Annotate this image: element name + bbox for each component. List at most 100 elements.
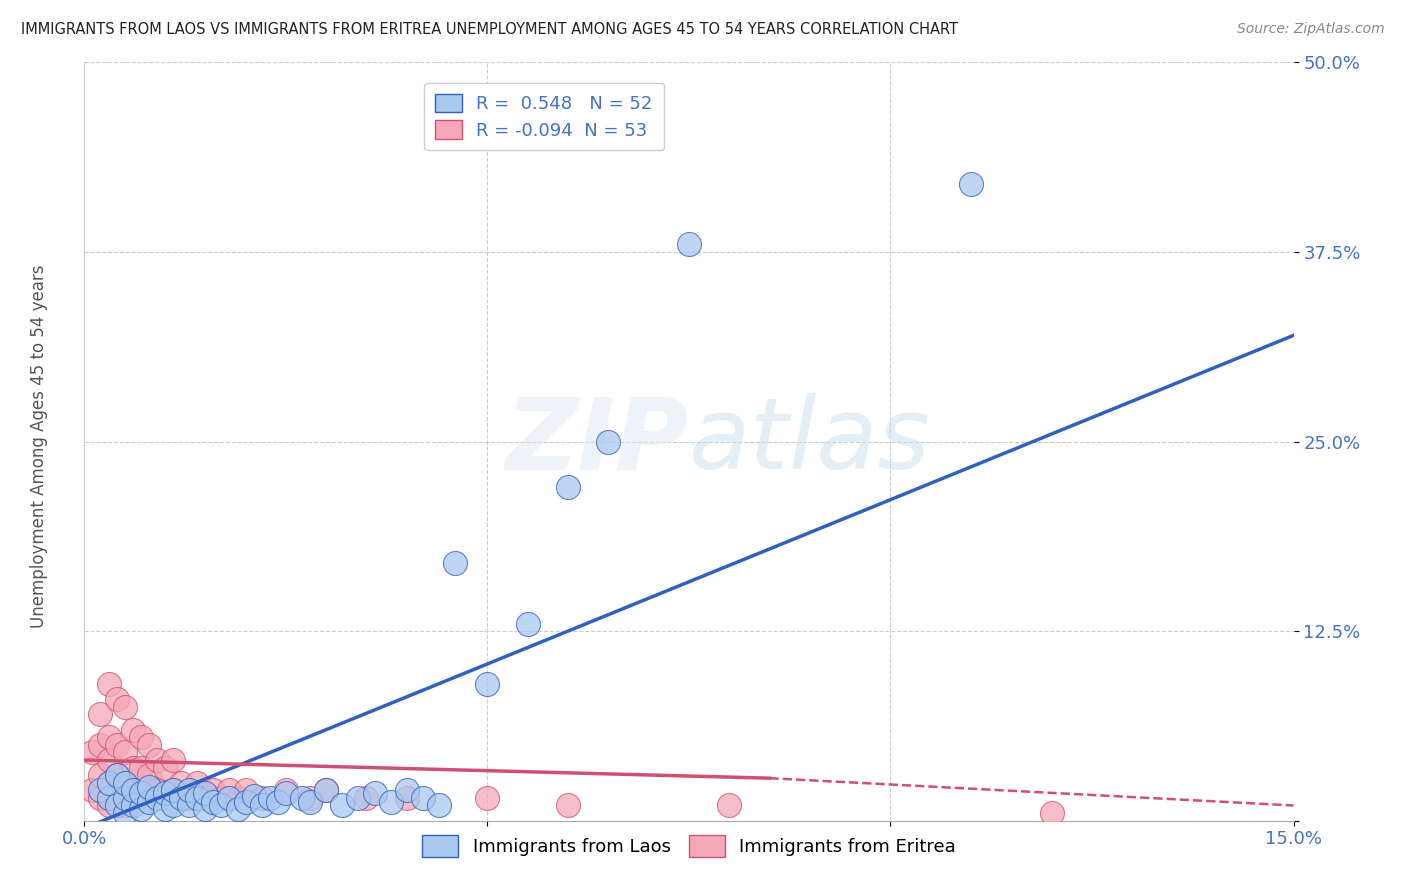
Point [557, 798, 579, 813]
Point [82, 746, 104, 760]
Point [186, 791, 208, 805]
Point [162, 753, 184, 767]
Point [153, 786, 176, 800]
Point [202, 783, 225, 797]
Point [194, 786, 217, 800]
Point [114, 791, 136, 805]
Point [153, 760, 176, 774]
Point [97, 753, 120, 767]
Point [153, 801, 176, 815]
Point [299, 796, 322, 810]
Point [162, 798, 184, 813]
Point [89, 768, 111, 782]
Point [129, 760, 152, 774]
Point [267, 796, 290, 810]
Point [299, 791, 322, 805]
Point [516, 616, 538, 631]
Point [89, 707, 111, 722]
Point [105, 791, 128, 805]
Point [186, 776, 208, 790]
Point [82, 783, 104, 797]
Point [250, 791, 273, 805]
Text: Unemployment Among Ages 45 to 54 years: Unemployment Among Ages 45 to 54 years [31, 264, 48, 628]
Legend: Immigrants from Laos, Immigrants from Eritrea: Immigrants from Laos, Immigrants from Er… [415, 828, 963, 864]
Point [121, 798, 143, 813]
Point [146, 783, 169, 797]
Point [97, 776, 120, 790]
Point [114, 776, 136, 790]
Point [105, 768, 128, 782]
Point [363, 786, 385, 800]
Point [444, 556, 467, 570]
Point [347, 791, 370, 805]
Point [153, 791, 176, 805]
Point [960, 177, 983, 191]
Point [209, 798, 232, 813]
Point [250, 798, 273, 813]
Text: Source: ZipAtlas.com: Source: ZipAtlas.com [1237, 22, 1385, 37]
Point [259, 791, 281, 805]
Point [129, 783, 152, 797]
Point [138, 768, 160, 782]
Point [138, 796, 160, 810]
Point [129, 786, 152, 800]
Text: ZIP: ZIP [506, 393, 689, 490]
Point [105, 692, 128, 706]
Point [274, 786, 297, 800]
Point [226, 801, 249, 815]
Point [218, 791, 240, 805]
Point [380, 796, 402, 810]
Point [235, 796, 257, 810]
Point [146, 753, 169, 767]
Point [179, 783, 201, 797]
Point [226, 791, 249, 805]
Point [194, 801, 217, 815]
Point [129, 730, 152, 744]
Point [114, 746, 136, 760]
Point [179, 791, 201, 805]
Point [179, 798, 201, 813]
Point [477, 677, 499, 691]
Point [114, 699, 136, 714]
Point [121, 723, 143, 737]
Point [114, 798, 136, 813]
Text: IMMIGRANTS FROM LAOS VS IMMIGRANTS FROM ERITREA UNEMPLOYMENT AMONG AGES 45 TO 54: IMMIGRANTS FROM LAOS VS IMMIGRANTS FROM … [21, 22, 957, 37]
Point [1040, 806, 1063, 821]
Point [162, 783, 184, 797]
Point [557, 480, 579, 494]
Point [105, 798, 128, 813]
Point [209, 791, 232, 805]
Point [138, 791, 160, 805]
Point [242, 789, 264, 804]
Point [315, 783, 337, 797]
Point [598, 434, 620, 449]
Point [218, 783, 240, 797]
Point [97, 677, 120, 691]
Point [477, 791, 499, 805]
Point [89, 791, 111, 805]
Point [678, 237, 700, 252]
Point [395, 783, 418, 797]
Point [129, 801, 152, 815]
Point [105, 738, 128, 752]
Point [121, 760, 143, 774]
Point [202, 796, 225, 810]
Point [97, 791, 120, 805]
Point [235, 783, 257, 797]
Point [356, 791, 378, 805]
Point [97, 730, 120, 744]
Point [105, 768, 128, 782]
Point [427, 798, 450, 813]
Point [89, 783, 111, 797]
Point [114, 776, 136, 790]
Point [291, 791, 314, 805]
Point [121, 783, 143, 797]
Point [162, 783, 184, 797]
Point [395, 791, 418, 805]
Text: atlas: atlas [689, 393, 931, 490]
Point [89, 738, 111, 752]
Point [146, 791, 169, 805]
Point [412, 791, 434, 805]
Point [121, 791, 143, 805]
Point [170, 776, 193, 790]
